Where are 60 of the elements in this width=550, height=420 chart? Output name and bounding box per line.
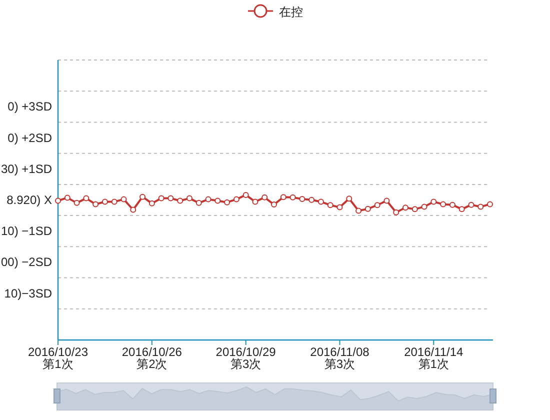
x-tick-label: 2016/11/08 第3次 (310, 345, 370, 371)
point (487, 201, 493, 208)
point (271, 202, 277, 208)
point (140, 194, 146, 200)
text: 30) +1SD (0, 162, 52, 176)
point (205, 196, 212, 202)
point (186, 195, 192, 202)
point (168, 195, 174, 202)
x-tick-label: 2016/10/26 第2次 (122, 345, 182, 371)
point (102, 198, 108, 205)
point (111, 198, 118, 205)
point (74, 200, 80, 206)
x-tick-label: 2016/11/14 第1次 (404, 345, 464, 371)
point (83, 195, 90, 202)
point (393, 209, 400, 216)
point (92, 201, 99, 208)
text: 8.920) X (6, 193, 52, 207)
point (177, 198, 184, 204)
point (336, 204, 343, 210)
point (242, 192, 249, 198)
text: 0) +2SD (8, 130, 52, 145)
point (214, 198, 221, 204)
x-tick-label: 2016/10/23 第1次 (28, 345, 88, 371)
point (318, 198, 324, 205)
point (120, 196, 127, 202)
point (130, 206, 136, 213)
text: 10)−3SD (4, 286, 52, 300)
point (158, 195, 164, 202)
point (412, 206, 418, 212)
point (421, 204, 428, 210)
x-tick-label: 2016/10/29 第3次 (216, 345, 276, 371)
point (224, 199, 230, 206)
point (430, 198, 437, 205)
point (346, 196, 352, 202)
point (440, 201, 446, 208)
point (196, 200, 202, 206)
point (308, 196, 315, 203)
point (252, 198, 258, 205)
text: 00) −2SD (0, 255, 52, 270)
text: 0) +3SD (8, 100, 52, 114)
point (364, 206, 371, 212)
point (290, 194, 296, 200)
point (55, 198, 61, 204)
legend-label: 在控 (279, 5, 303, 19)
text: 10) −1SD (0, 224, 52, 238)
point (327, 202, 334, 208)
point (384, 198, 390, 204)
point (299, 196, 306, 202)
point (233, 196, 240, 202)
point (468, 202, 474, 208)
point (356, 208, 362, 214)
point (449, 202, 456, 208)
point (148, 200, 155, 206)
point (280, 194, 286, 200)
point (262, 194, 268, 200)
point (64, 194, 70, 201)
point (374, 202, 380, 208)
point (478, 204, 484, 210)
point (458, 206, 465, 212)
point (402, 204, 408, 211)
